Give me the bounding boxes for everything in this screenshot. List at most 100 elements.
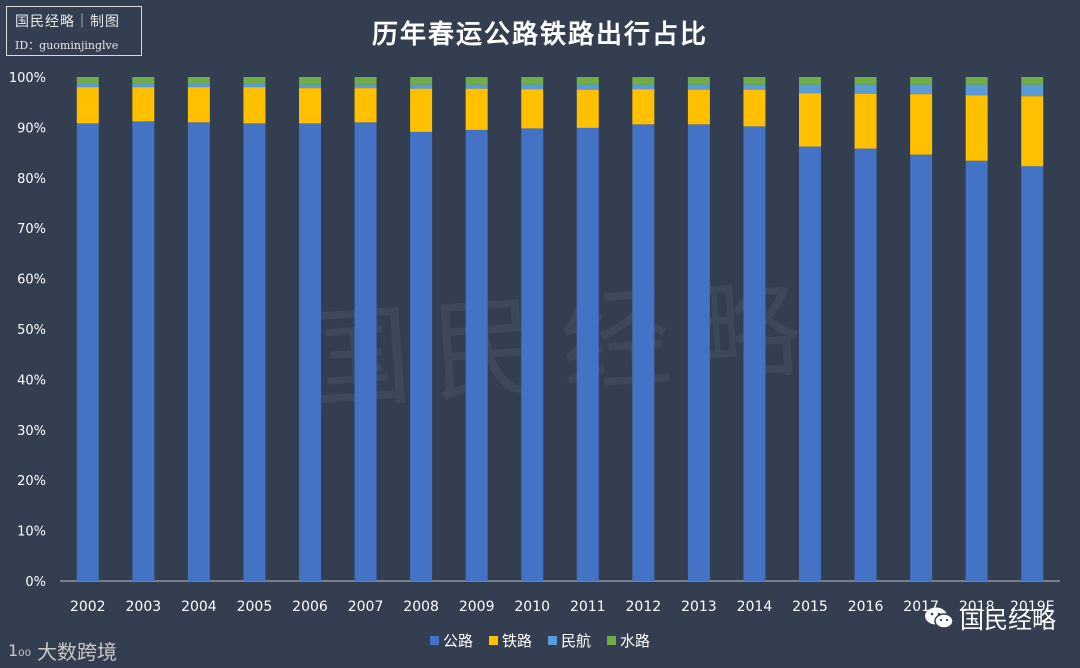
bar-segment [132,121,155,582]
bar-segment [799,93,821,147]
bar-segment [521,77,544,85]
x-tick-label: 2004 [181,599,217,615]
footer-left-label: 大数跨境 [37,640,118,664]
bar-segment [354,88,377,123]
bar-segment [1021,166,1044,581]
bar-segment [1021,77,1044,85]
bar-segment [687,89,710,125]
bar-segment [854,84,877,94]
bar-segment [632,84,655,90]
y-tick-label: 70% [17,222,46,237]
bar-segment [910,84,933,95]
bar-segment [354,77,377,85]
bar-segment [632,124,655,581]
bar-segment [799,146,821,581]
bar-segment [521,128,544,581]
x-tick-label: 2015 [792,599,828,615]
brand-logo-icon: 1₀₀ [8,641,32,660]
bar-segment [799,77,821,85]
x-tick-label: 2014 [737,599,773,615]
legend-item: 民航 [548,630,591,651]
footer-right-brand: 国民经略 [924,600,1056,635]
legend-item: 公路 [429,630,473,651]
bar-segment [465,129,488,582]
bar-segment [965,95,988,161]
legend-label: 水路 [620,632,651,650]
y-tick-label: 0% [25,575,46,590]
logo-id: ID：guominjinglve [15,39,119,52]
bar-segment [465,77,488,85]
bar-segment [743,84,766,90]
bar-segment [354,122,377,582]
bar-segment [299,123,321,582]
bar-segment [299,88,321,124]
bar-segment [76,84,99,88]
footer-right-label: 国民经略 [960,606,1056,634]
x-tick-label: 2018 [959,599,995,615]
x-tick-label: 2011 [570,599,606,615]
bar-segment [299,84,321,89]
x-tick-label: 2012 [626,599,662,615]
legend-label: 民航 [561,632,592,650]
legend-item: 水路 [607,630,650,651]
bar-segment [687,84,710,90]
y-tick-label: 10% [17,525,46,540]
bar-segment [299,77,321,85]
x-tick-label: 2007 [348,599,384,615]
bar-segment [410,84,433,89]
logo-box: 国民经略｜制图 ID：guominjinglve [6,6,142,56]
bar-segment [910,77,933,85]
bar-segment [76,123,99,582]
bar-segment [354,84,377,89]
bar-segment [687,77,710,85]
bar-segment [965,160,988,581]
x-tick-label: 2008 [403,599,439,615]
bar-segment [465,88,488,130]
bar-segment [410,77,433,85]
bar-segment [576,89,599,128]
bar-segment [187,87,210,123]
bar-segment [132,84,155,88]
bar-segment [576,127,599,582]
y-tick-label: 40% [17,373,46,388]
bar-segment [965,84,988,96]
wechat-icon [925,607,954,629]
bar-segment [743,77,766,85]
bar-segment [243,87,266,124]
legend-swatch [488,636,498,645]
x-tick-label: 2013 [681,599,717,615]
bar-segment [910,154,933,581]
bar-segment [187,122,210,582]
bar-segment [243,84,266,88]
bar-segment [743,89,766,127]
bar-segment [243,123,266,582]
bar-segment [521,84,544,90]
x-tick-label: 2006 [292,599,328,615]
bar-segment [576,84,599,90]
x-tick-label: 2005 [237,599,273,615]
y-tick-label: 80% [17,172,46,187]
bar-segment [410,131,433,581]
bar-segment [187,84,210,88]
bar-segment [799,84,821,94]
bar-segment [854,93,877,149]
bar-segment [687,124,710,581]
bar-segment [910,94,933,155]
chart-title: 历年春运公路铁路出行占比 [371,20,708,50]
bar-segment [632,89,655,125]
bar-segment [576,77,599,85]
logo-title: 国民经略｜制图 [15,14,120,30]
y-tick-label: 30% [17,424,46,439]
bar-segment [632,77,655,85]
legend-label: 铁路 [501,632,532,650]
x-tick-label: 2003 [126,599,162,615]
x-tick-label: 2010 [514,599,550,615]
y-tick-label: 60% [17,273,46,288]
bar-segment [743,126,766,581]
bar-segment [465,84,488,89]
y-tick-label: 20% [17,474,46,489]
legend-swatch [607,636,617,645]
bar-segment [243,77,266,85]
bar-segment [854,148,877,581]
